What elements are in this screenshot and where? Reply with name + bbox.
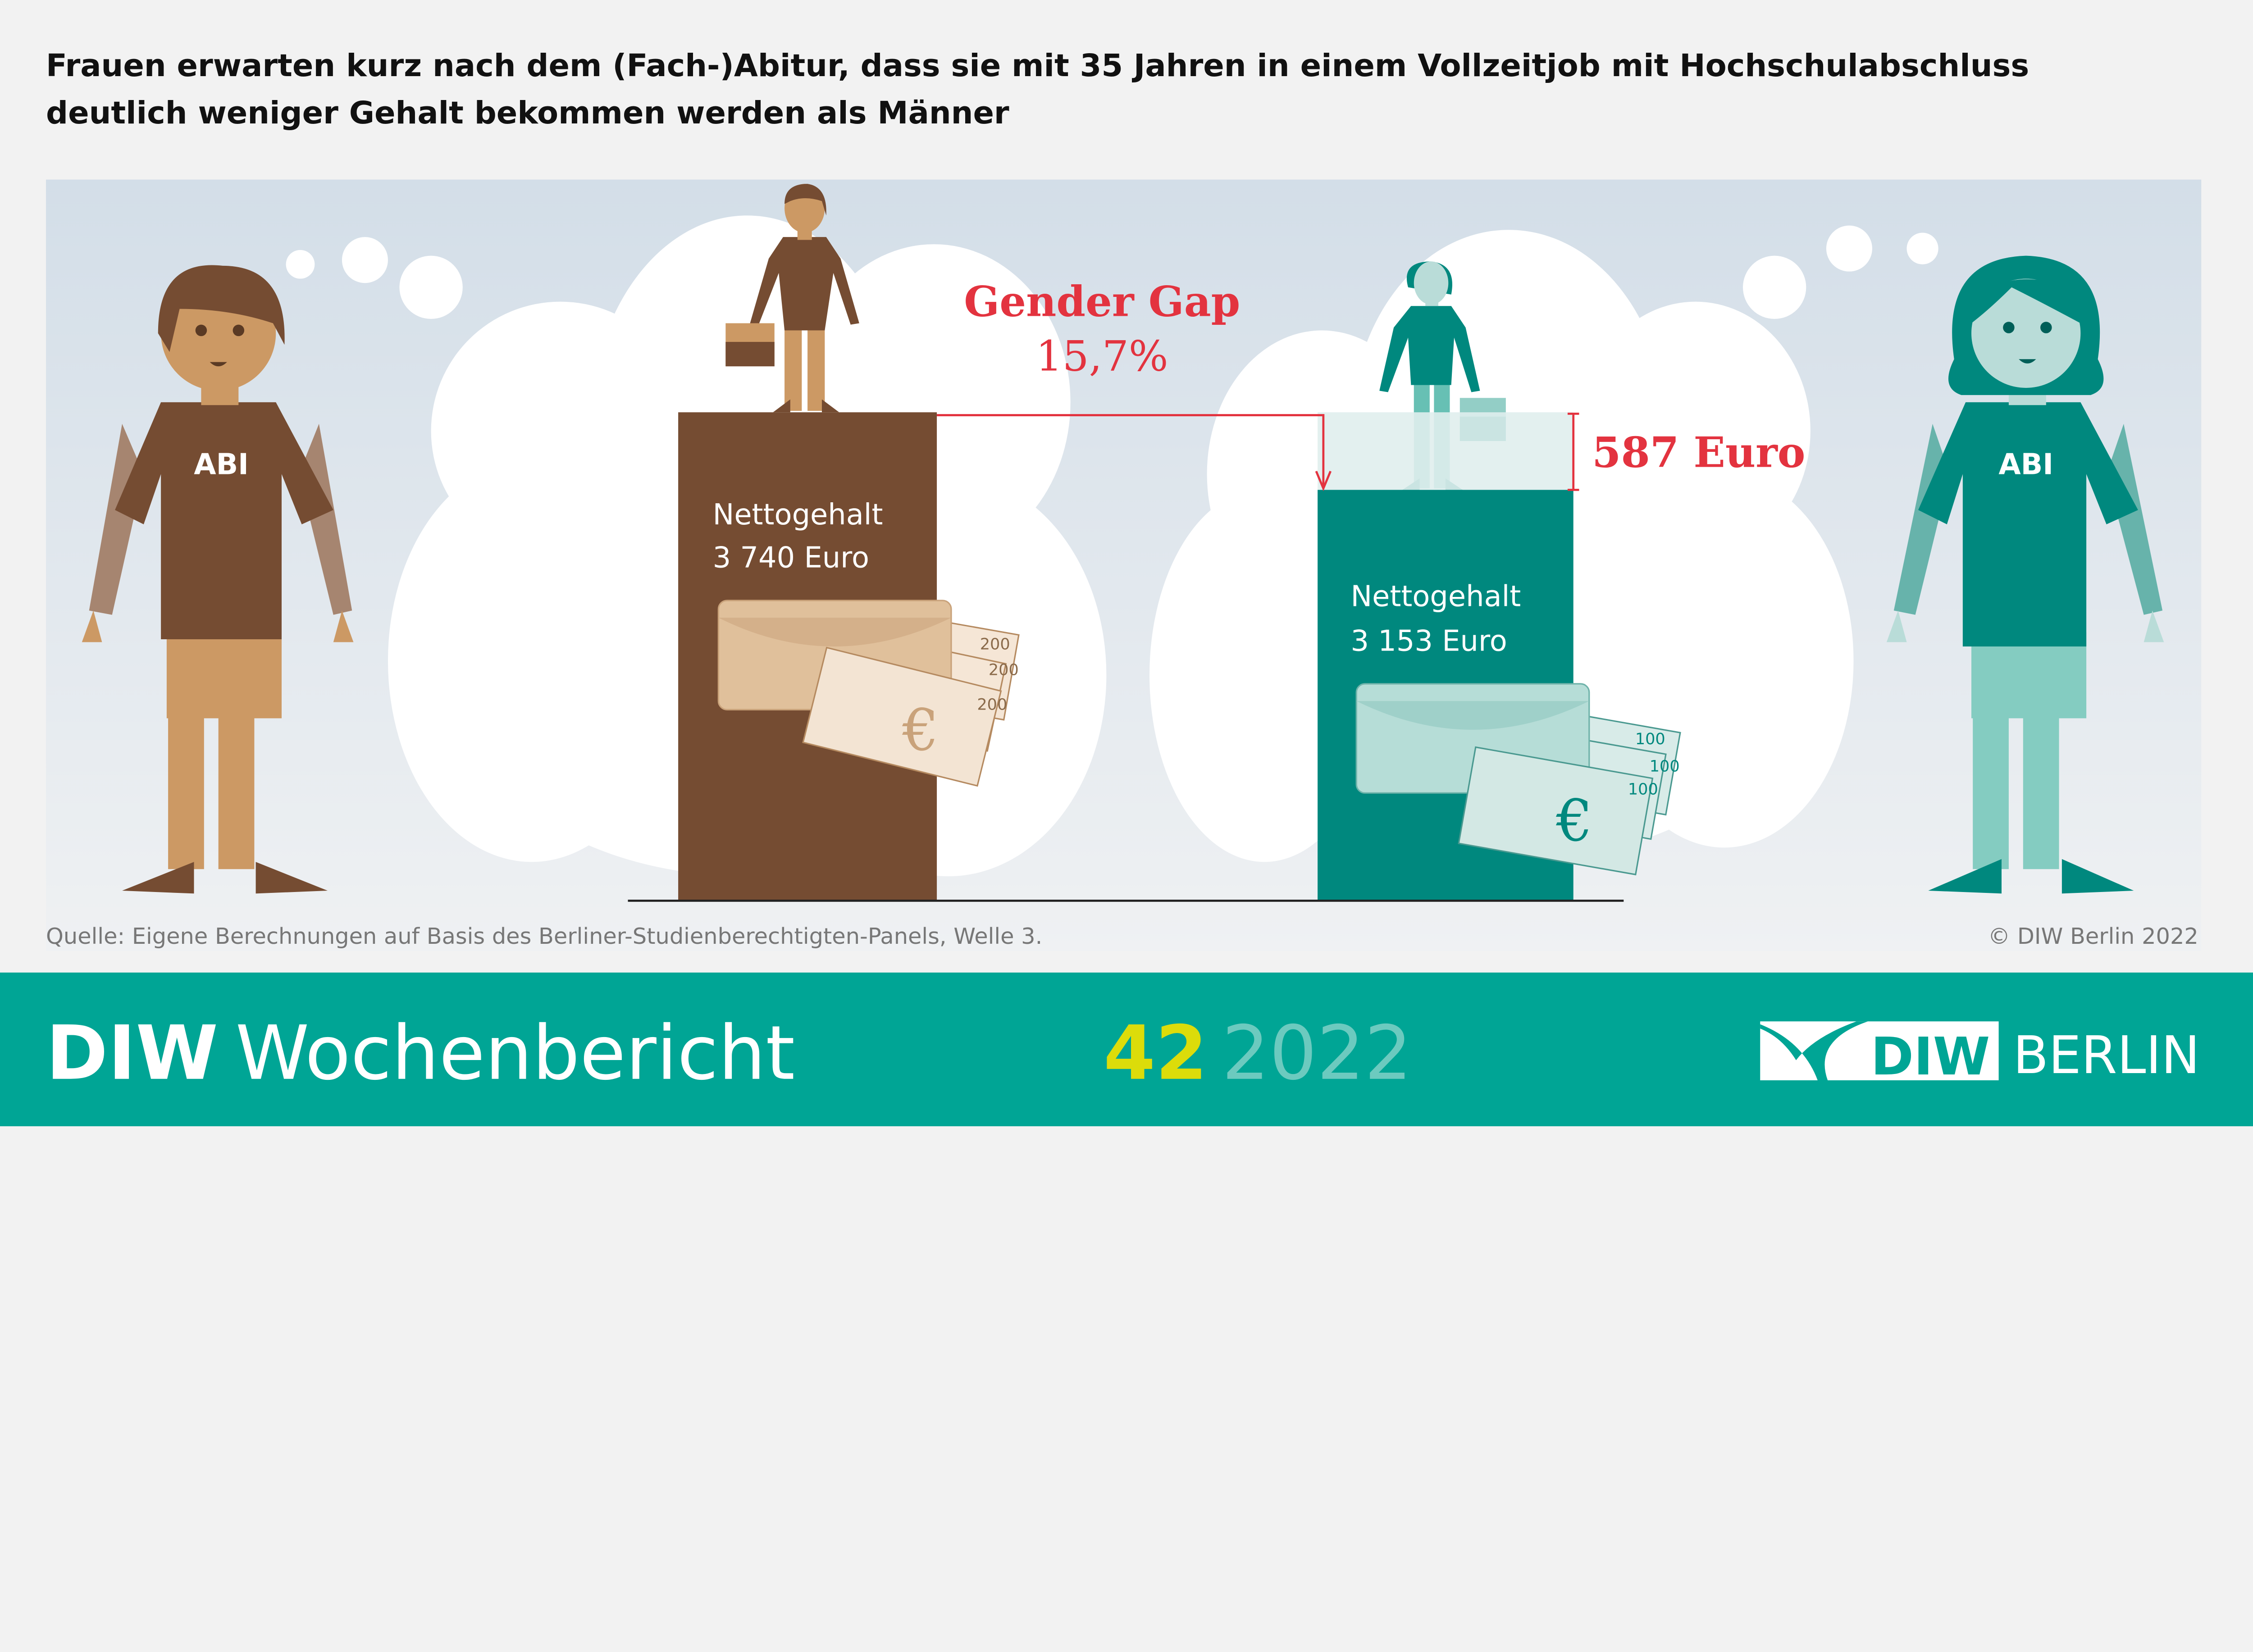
bill-denomination: 200 — [989, 661, 1019, 679]
male-salary-label: Nettogehalt — [713, 498, 883, 532]
male-shirt-label: ABI — [194, 448, 249, 481]
gap-arrow — [937, 414, 1332, 492]
euro-symbol: € — [902, 697, 939, 764]
issue-year: 2022 — [1222, 1010, 1412, 1097]
female-salary-value: 3 153 Euro — [1350, 625, 1507, 658]
issue-number: 42 — [1104, 1010, 1208, 1097]
illustration-panel — [46, 179, 2202, 951]
gap-area — [1318, 412, 1573, 490]
female-wallet-with-bills: 100 100 100 € — [1355, 683, 1681, 876]
bill-denomination: 100 — [1628, 780, 1658, 798]
bill-denomination: 200 — [980, 635, 1010, 653]
footer-issue: 42 2022 — [1104, 1010, 1412, 1097]
businessman-figure — [725, 184, 859, 413]
gender-gap-title: Gender Gap — [964, 277, 1240, 326]
male-wallet-with-bills: 200 200 200 € — [717, 600, 1020, 787]
male-student-figure: ABI — [82, 265, 354, 894]
bill-denomination: 100 — [1650, 757, 1680, 775]
infographic: Frauen erwarten kurz nach dem (Fach-)Abi… — [0, 48, 2253, 1126]
logo-text: DIW — [1871, 1027, 1990, 1087]
euro-symbol: € — [1555, 787, 1592, 854]
source-note: Quelle: Eigene Berechnungen auf Basis de… — [46, 923, 1042, 949]
female-student-figure: ABI — [1886, 255, 2164, 894]
page-title-line-2: deutlich weniger Gehalt bekommen werden … — [46, 95, 1009, 131]
footer-brand-bold: DIW — [46, 1010, 218, 1097]
male-salary-value: 3 740 Euro — [713, 542, 869, 575]
logo-city: BERLIN — [2013, 1025, 2200, 1086]
female-shirt-label: ABI — [1998, 448, 2053, 481]
bill-denomination: 100 — [1635, 730, 1665, 748]
bill-denomination: 200 — [977, 695, 1007, 714]
gender-gap-percent: 15,7% — [1036, 332, 1168, 381]
page-title-line-1: Frauen erwarten kurz nach dem (Fach-)Abi… — [46, 48, 2029, 84]
copyright: © DIW Berlin 2022 — [1988, 923, 2198, 949]
female-salary-label: Nettogehalt — [1350, 580, 1521, 614]
diw-berlin-logo: DIW BERLIN — [1760, 1021, 2200, 1087]
gap-euro-difference: 587 Euro — [1592, 428, 1805, 477]
footer-brand-light: Wochenbericht — [236, 1010, 795, 1097]
gap-bracket — [1567, 412, 1579, 491]
footer-brand: DIW Wochenbericht — [46, 1010, 795, 1097]
